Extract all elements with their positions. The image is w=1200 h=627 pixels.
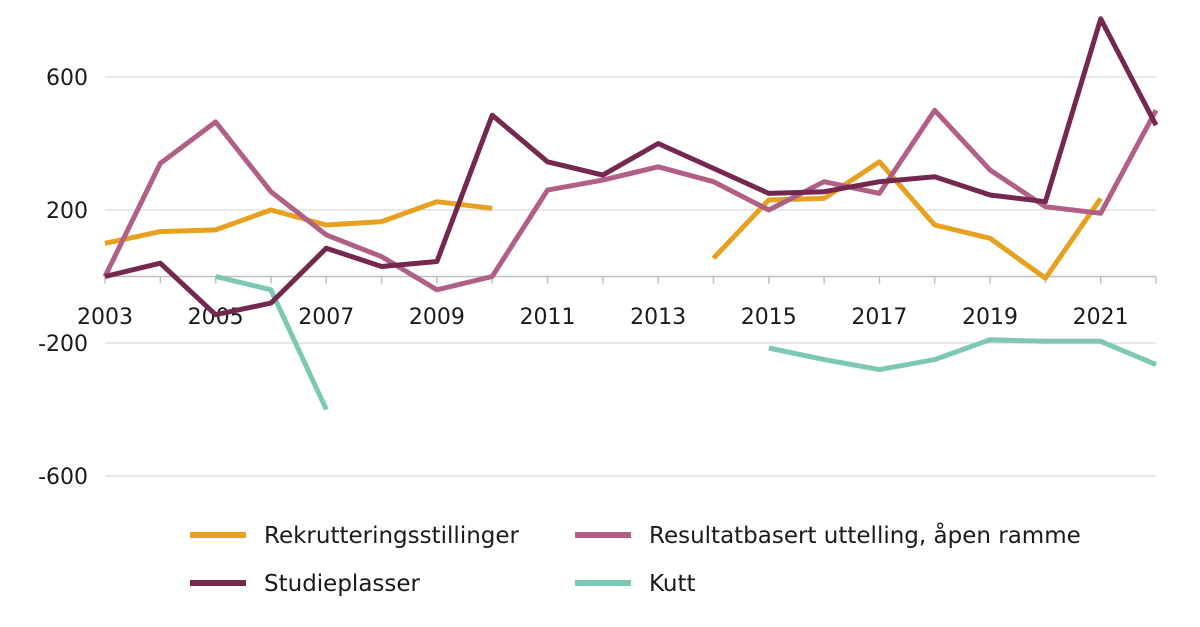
series-rekrutteringsstillinger-line (104, 159, 1103, 281)
series-resultatbasert-uttelling-åpen-ramme-line (102, 107, 1159, 293)
legend-label: Kutt (649, 571, 696, 597)
y-tick-label: -600 (38, 465, 88, 490)
legend-label: Studieplasser (264, 571, 421, 597)
x-tick-label: 2017 (851, 305, 907, 330)
x-tick-label: 2003 (77, 305, 133, 330)
series-path (102, 107, 1159, 293)
y-tick-labels: 600 200 -200 -600 (38, 66, 88, 490)
x-tick-label: 2015 (741, 305, 797, 330)
x-axis (104, 275, 1157, 284)
series-path (104, 159, 1103, 281)
legend-label: Rekrutteringsstillinger (264, 523, 520, 549)
x-tick-label: 2011 (520, 305, 576, 330)
y-tick-label: 600 (46, 66, 88, 91)
x-tick-label: 2019 (962, 305, 1018, 330)
y-tick-label: 200 (46, 199, 88, 224)
x-tick-label: 2021 (1073, 305, 1129, 330)
legend-item: Kutt (575, 571, 696, 597)
x-tick-label: 2009 (409, 305, 465, 330)
legend-item: Resultatbasert uttelling, åpen ramme (575, 521, 1081, 549)
series-kutt-line (215, 274, 1157, 411)
legend: Rekrutteringsstillinger Resultatbasert ut… (190, 521, 1081, 597)
series-path (215, 274, 1157, 411)
x-tick-label: 2013 (630, 305, 686, 330)
legend-label: Resultatbasert uttelling, åpen ramme (649, 521, 1081, 549)
x-tick-label: 2007 (298, 305, 354, 330)
series-lines (102, 16, 1159, 411)
legend-item: Rekrutteringsstillinger (190, 523, 520, 549)
series-path (104, 16, 1159, 318)
series-studieplasser-line (104, 16, 1159, 318)
y-tick-label: -200 (38, 332, 88, 357)
legend-item: Studieplasser (190, 571, 421, 597)
